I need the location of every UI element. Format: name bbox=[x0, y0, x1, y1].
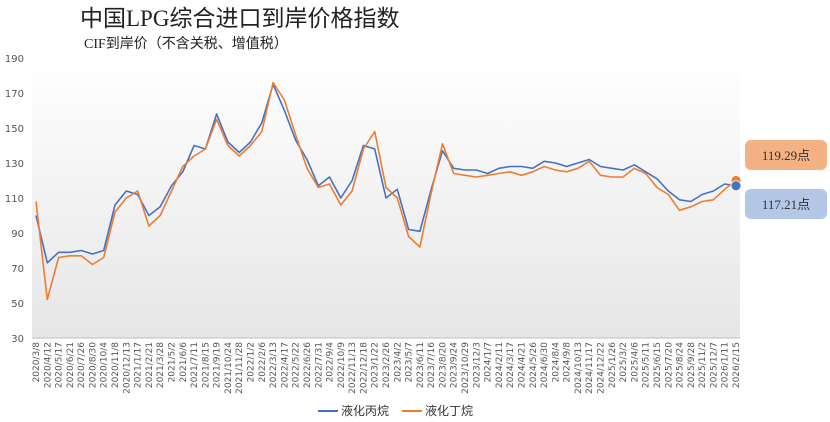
x-tick-label: 2021/2/21 bbox=[145, 342, 155, 388]
x-tick-label: 2024/1/7 bbox=[484, 342, 494, 382]
x-tick-label: 2023/12/3 bbox=[472, 342, 482, 388]
callout-text: 119.29点 bbox=[762, 148, 810, 163]
x-tick-label: 2025/7/20 bbox=[664, 342, 674, 388]
y-tick-label: 110 bbox=[5, 194, 24, 205]
x-tick-label: 2025/9/28 bbox=[687, 342, 697, 388]
x-tick-label: 2023/4/2 bbox=[393, 342, 403, 382]
x-tick-label: 2022/4/17 bbox=[280, 342, 290, 388]
legend-label: 液化丙烷 bbox=[341, 403, 389, 418]
chart-title: 中国LPG综合进口到岸价格指数 bbox=[80, 6, 399, 31]
callout-box bbox=[745, 189, 827, 219]
series-line-butane bbox=[35, 81, 737, 301]
x-tick-label: 2024/11/17 bbox=[585, 342, 595, 394]
legend-entry: 液化丙烷 bbox=[318, 403, 389, 418]
x-tick-label: 2022/3/13 bbox=[269, 342, 279, 388]
x-tick-label: 2022/10/9 bbox=[337, 342, 347, 388]
x-axis: 2020/3/8 2020/4/12 2020/5/17 2020/6/21 2020/… bbox=[32, 337, 742, 394]
y-tick-label: 70 bbox=[11, 264, 24, 275]
y-tick-label: 190 bbox=[5, 54, 24, 65]
callout-box bbox=[745, 140, 827, 170]
x-tick-label: 2023/2/26 bbox=[382, 342, 392, 388]
x-tick-label: 2022/11/13 bbox=[348, 342, 358, 394]
legend-label: 液化丁烷 bbox=[425, 403, 473, 418]
x-tick-label: 2021/10/24 bbox=[224, 342, 234, 394]
x-tick-label: 2022/2/6 bbox=[258, 342, 268, 383]
x-tick-label: 2024/12/22 bbox=[597, 342, 607, 394]
series-end-marker bbox=[730, 180, 742, 192]
x-tick-label: 2024/3/17 bbox=[506, 342, 516, 388]
y-tick-label: 50 bbox=[11, 299, 24, 310]
propane-last-value: 117.21点 bbox=[745, 189, 827, 219]
x-tick-label: 2025/6/15 bbox=[653, 342, 663, 388]
x-tick-label: 2023/1/22 bbox=[371, 342, 381, 388]
x-tick-label: 2020/12/13 bbox=[122, 342, 132, 394]
x-tick-label: 2024/10/13 bbox=[574, 342, 584, 394]
x-tick-label: 2020/6/21 bbox=[66, 342, 76, 388]
x-tick-label: 2022/6/26 bbox=[303, 342, 313, 388]
x-tick-label: 2022/7/31 bbox=[314, 342, 324, 388]
x-tick-label: 2023/9/24 bbox=[450, 342, 460, 388]
x-tick-label: 2021/9/19 bbox=[213, 342, 223, 388]
x-tick-label: 2025/12/7 bbox=[709, 342, 719, 388]
x-tick-label: 2024/9/8 bbox=[563, 342, 573, 383]
y-tick-label: 30 bbox=[11, 334, 24, 345]
y-axis: 30 50 70 90 110 130 150 170 190 bbox=[5, 54, 24, 345]
x-tick-label: 2023/6/11 bbox=[416, 342, 426, 388]
x-tick-label: 2020/4/12 bbox=[43, 342, 53, 388]
callout-text: 117.21点 bbox=[762, 197, 810, 212]
x-tick-label: 2023/7/16 bbox=[427, 342, 437, 388]
x-tick-label: 2024/4/21 bbox=[517, 342, 527, 388]
x-tick-label: 2021/8/15 bbox=[201, 342, 211, 388]
x-tick-label: 2024/6/30 bbox=[540, 342, 550, 388]
x-tick-label: 2024/8/4 bbox=[551, 342, 561, 383]
x-tick-label: 2025/8/24 bbox=[676, 342, 686, 388]
x-tick-label: 2022/12/18 bbox=[359, 342, 369, 394]
x-tick-label: 2026/2/15 bbox=[732, 342, 742, 388]
x-tick-label: 2022/1/2 bbox=[247, 342, 257, 382]
x-tick-label: 2023/5/7 bbox=[405, 342, 415, 382]
x-tick-label: 2020/3/8 bbox=[32, 342, 42, 383]
annotation-layer: 119.29点 117.21点 bbox=[745, 140, 827, 219]
x-tick-label: 2023/10/29 bbox=[461, 342, 471, 394]
x-tick-label: 2021/7/11 bbox=[190, 342, 200, 388]
x-tick-label: 2021/6/6 bbox=[179, 342, 189, 383]
x-tick-label: 2026/1/11 bbox=[721, 342, 731, 388]
y-tick-label: 150 bbox=[5, 124, 24, 135]
x-tick-label: 2025/4/6 bbox=[630, 342, 640, 383]
butane-last-value: 119.29点 bbox=[745, 140, 827, 170]
x-tick-label: 2022/5/22 bbox=[292, 342, 302, 388]
x-tick-label: 2020/5/17 bbox=[55, 342, 65, 388]
x-tick-label: 2025/11/2 bbox=[698, 342, 708, 388]
x-tick-label: 2021/11/28 bbox=[235, 342, 245, 394]
chart-subtitle: CIF到岸价（不含关税、增值税） bbox=[84, 36, 288, 52]
x-tick-label: 2021/1/17 bbox=[134, 342, 144, 388]
series-line-propane bbox=[35, 83, 737, 264]
y-tick-label: 170 bbox=[5, 89, 24, 100]
series-layer bbox=[35, 81, 742, 301]
x-tick-label: 2020/11/8 bbox=[111, 342, 121, 388]
x-tick-label: 2021/5/2 bbox=[167, 342, 177, 382]
x-tick-label: 2020/8/30 bbox=[88, 342, 98, 388]
x-tick-label: 2024/5/26 bbox=[529, 342, 539, 388]
y-tick-label: 90 bbox=[11, 229, 24, 240]
x-tick-label: 2025/1/26 bbox=[608, 342, 618, 388]
x-tick-label: 2025/3/2 bbox=[619, 342, 629, 382]
y-tick-label: 130 bbox=[5, 159, 24, 170]
x-tick-label: 2023/8/20 bbox=[438, 342, 448, 388]
x-tick-label: 2021/3/28 bbox=[156, 342, 166, 388]
x-tick-label: 2022/9/4 bbox=[326, 342, 336, 383]
x-tick-label: 2020/7/26 bbox=[77, 342, 87, 388]
x-tick-label: 2025/5/11 bbox=[642, 342, 652, 388]
legend: 液化丙烷 液化丁烷 bbox=[318, 403, 473, 418]
x-tick-label: 2024/2/11 bbox=[495, 342, 505, 388]
x-tick-label: 2020/10/4 bbox=[100, 342, 110, 388]
legend-entry: 液化丁烷 bbox=[402, 403, 473, 418]
